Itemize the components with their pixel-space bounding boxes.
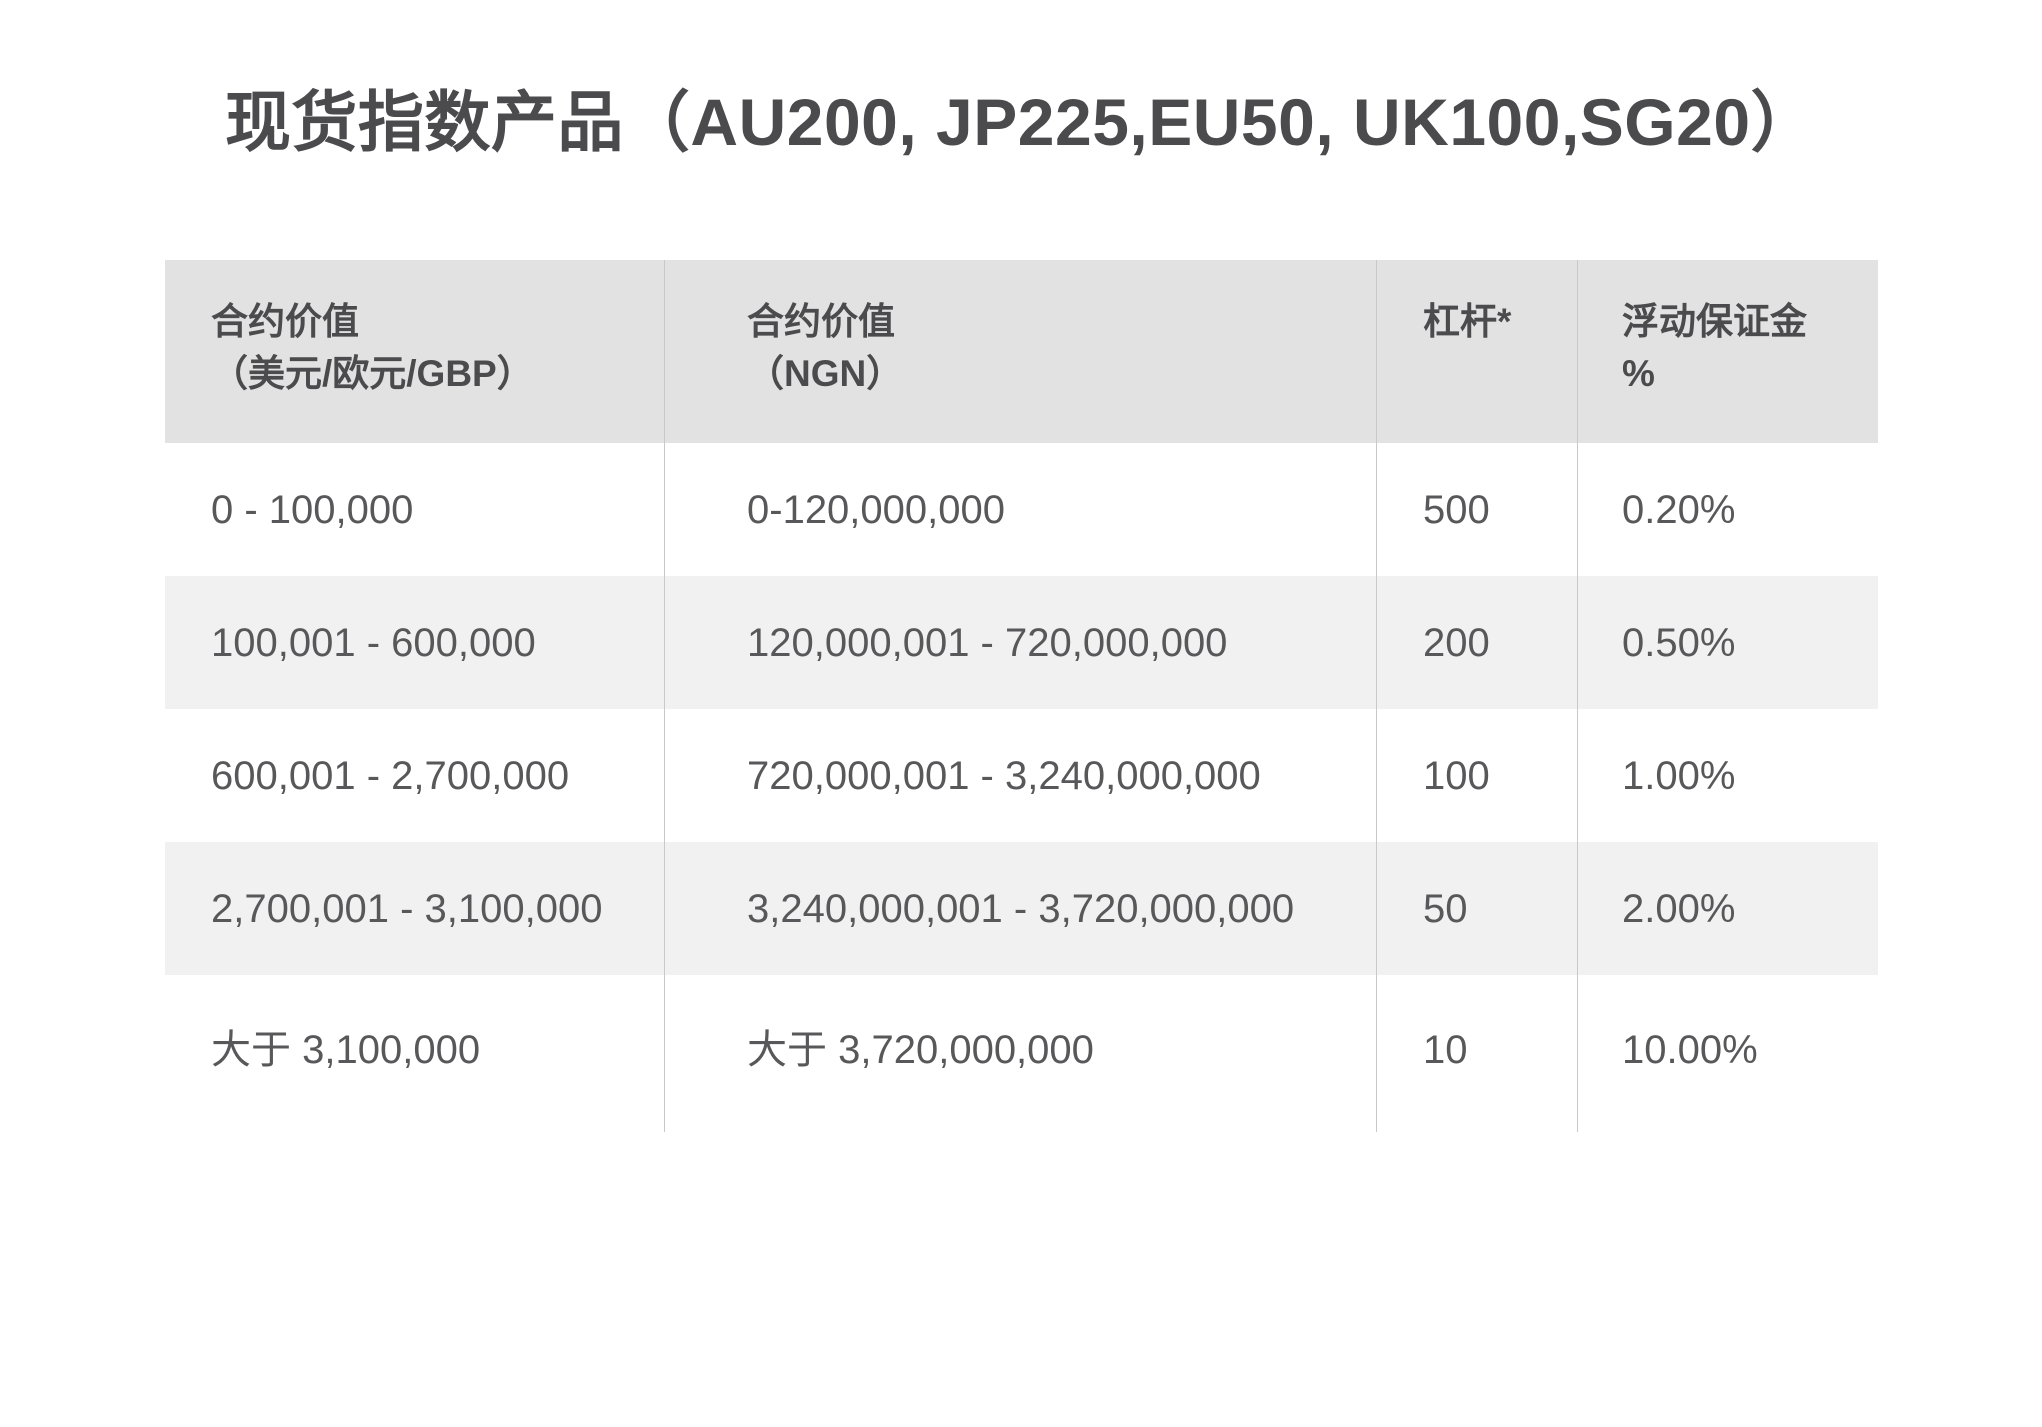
header-line1: 浮动保证金 — [1622, 301, 1807, 342]
header-line2: （NGN） — [747, 352, 904, 394]
table-cell-leverage: 100 — [1376, 709, 1577, 842]
header-contract-value-ngn: 合约价值 （NGN） — [664, 260, 1376, 443]
header-leverage: 杠杆* — [1376, 260, 1577, 443]
table-cell-ngn-range: 大于 3,720,000,000 — [664, 975, 1376, 1132]
table-cell-margin-pct: 10.00% — [1577, 975, 1878, 1132]
table-cell-usd-range: 600,001 - 2,700,000 — [165, 709, 664, 842]
table-cell-margin-pct: 0.20% — [1577, 443, 1878, 576]
table-cell-ngn-range: 720,000,001 - 3,240,000,000 — [664, 709, 1376, 842]
table-cell-margin-pct: 1.00% — [1577, 709, 1878, 842]
table-cell-leverage: 50 — [1376, 842, 1577, 975]
header-line1: 杠杆* — [1423, 301, 1512, 342]
table-cell-margin-pct: 0.50% — [1577, 576, 1878, 709]
table-cell-leverage: 10 — [1376, 975, 1577, 1132]
table-cell-usd-range: 100,001 - 600,000 — [165, 576, 664, 709]
header-line1: 合约价值 — [747, 301, 895, 342]
header-floating-margin: 浮动保证金 % — [1577, 260, 1878, 443]
header-line2: % — [1622, 352, 1655, 394]
page-title: 现货指数产品（AU200, JP225,EU50, UK100,SG20） — [224, 85, 1818, 159]
header-contract-value-usd: 合约价值 （美元/欧元/GBP） — [165, 260, 664, 443]
table-cell-usd-range: 大于 3,100,000 — [165, 975, 664, 1132]
table-cell-ngn-range: 3,240,000,001 - 3,720,000,000 — [664, 842, 1376, 975]
table-cell-leverage: 500 — [1376, 443, 1577, 576]
table-cell-usd-range: 2,700,001 - 3,100,000 — [165, 842, 664, 975]
table-cell-usd-range: 0 - 100,000 — [165, 443, 664, 576]
header-line2: （美元/欧元/GBP） — [211, 352, 534, 394]
table-cell-margin-pct: 2.00% — [1577, 842, 1878, 975]
margin-tier-table: 合约价值 （美元/欧元/GBP） 合约价值 （NGN） 杠杆* 浮动保证金 % … — [165, 260, 1878, 1132]
header-line1: 合约价值 — [211, 301, 359, 342]
table-cell-ngn-range: 0-120,000,000 — [664, 443, 1376, 576]
table-cell-ngn-range: 120,000,001 - 720,000,000 — [664, 576, 1376, 709]
table-cell-leverage: 200 — [1376, 576, 1577, 709]
